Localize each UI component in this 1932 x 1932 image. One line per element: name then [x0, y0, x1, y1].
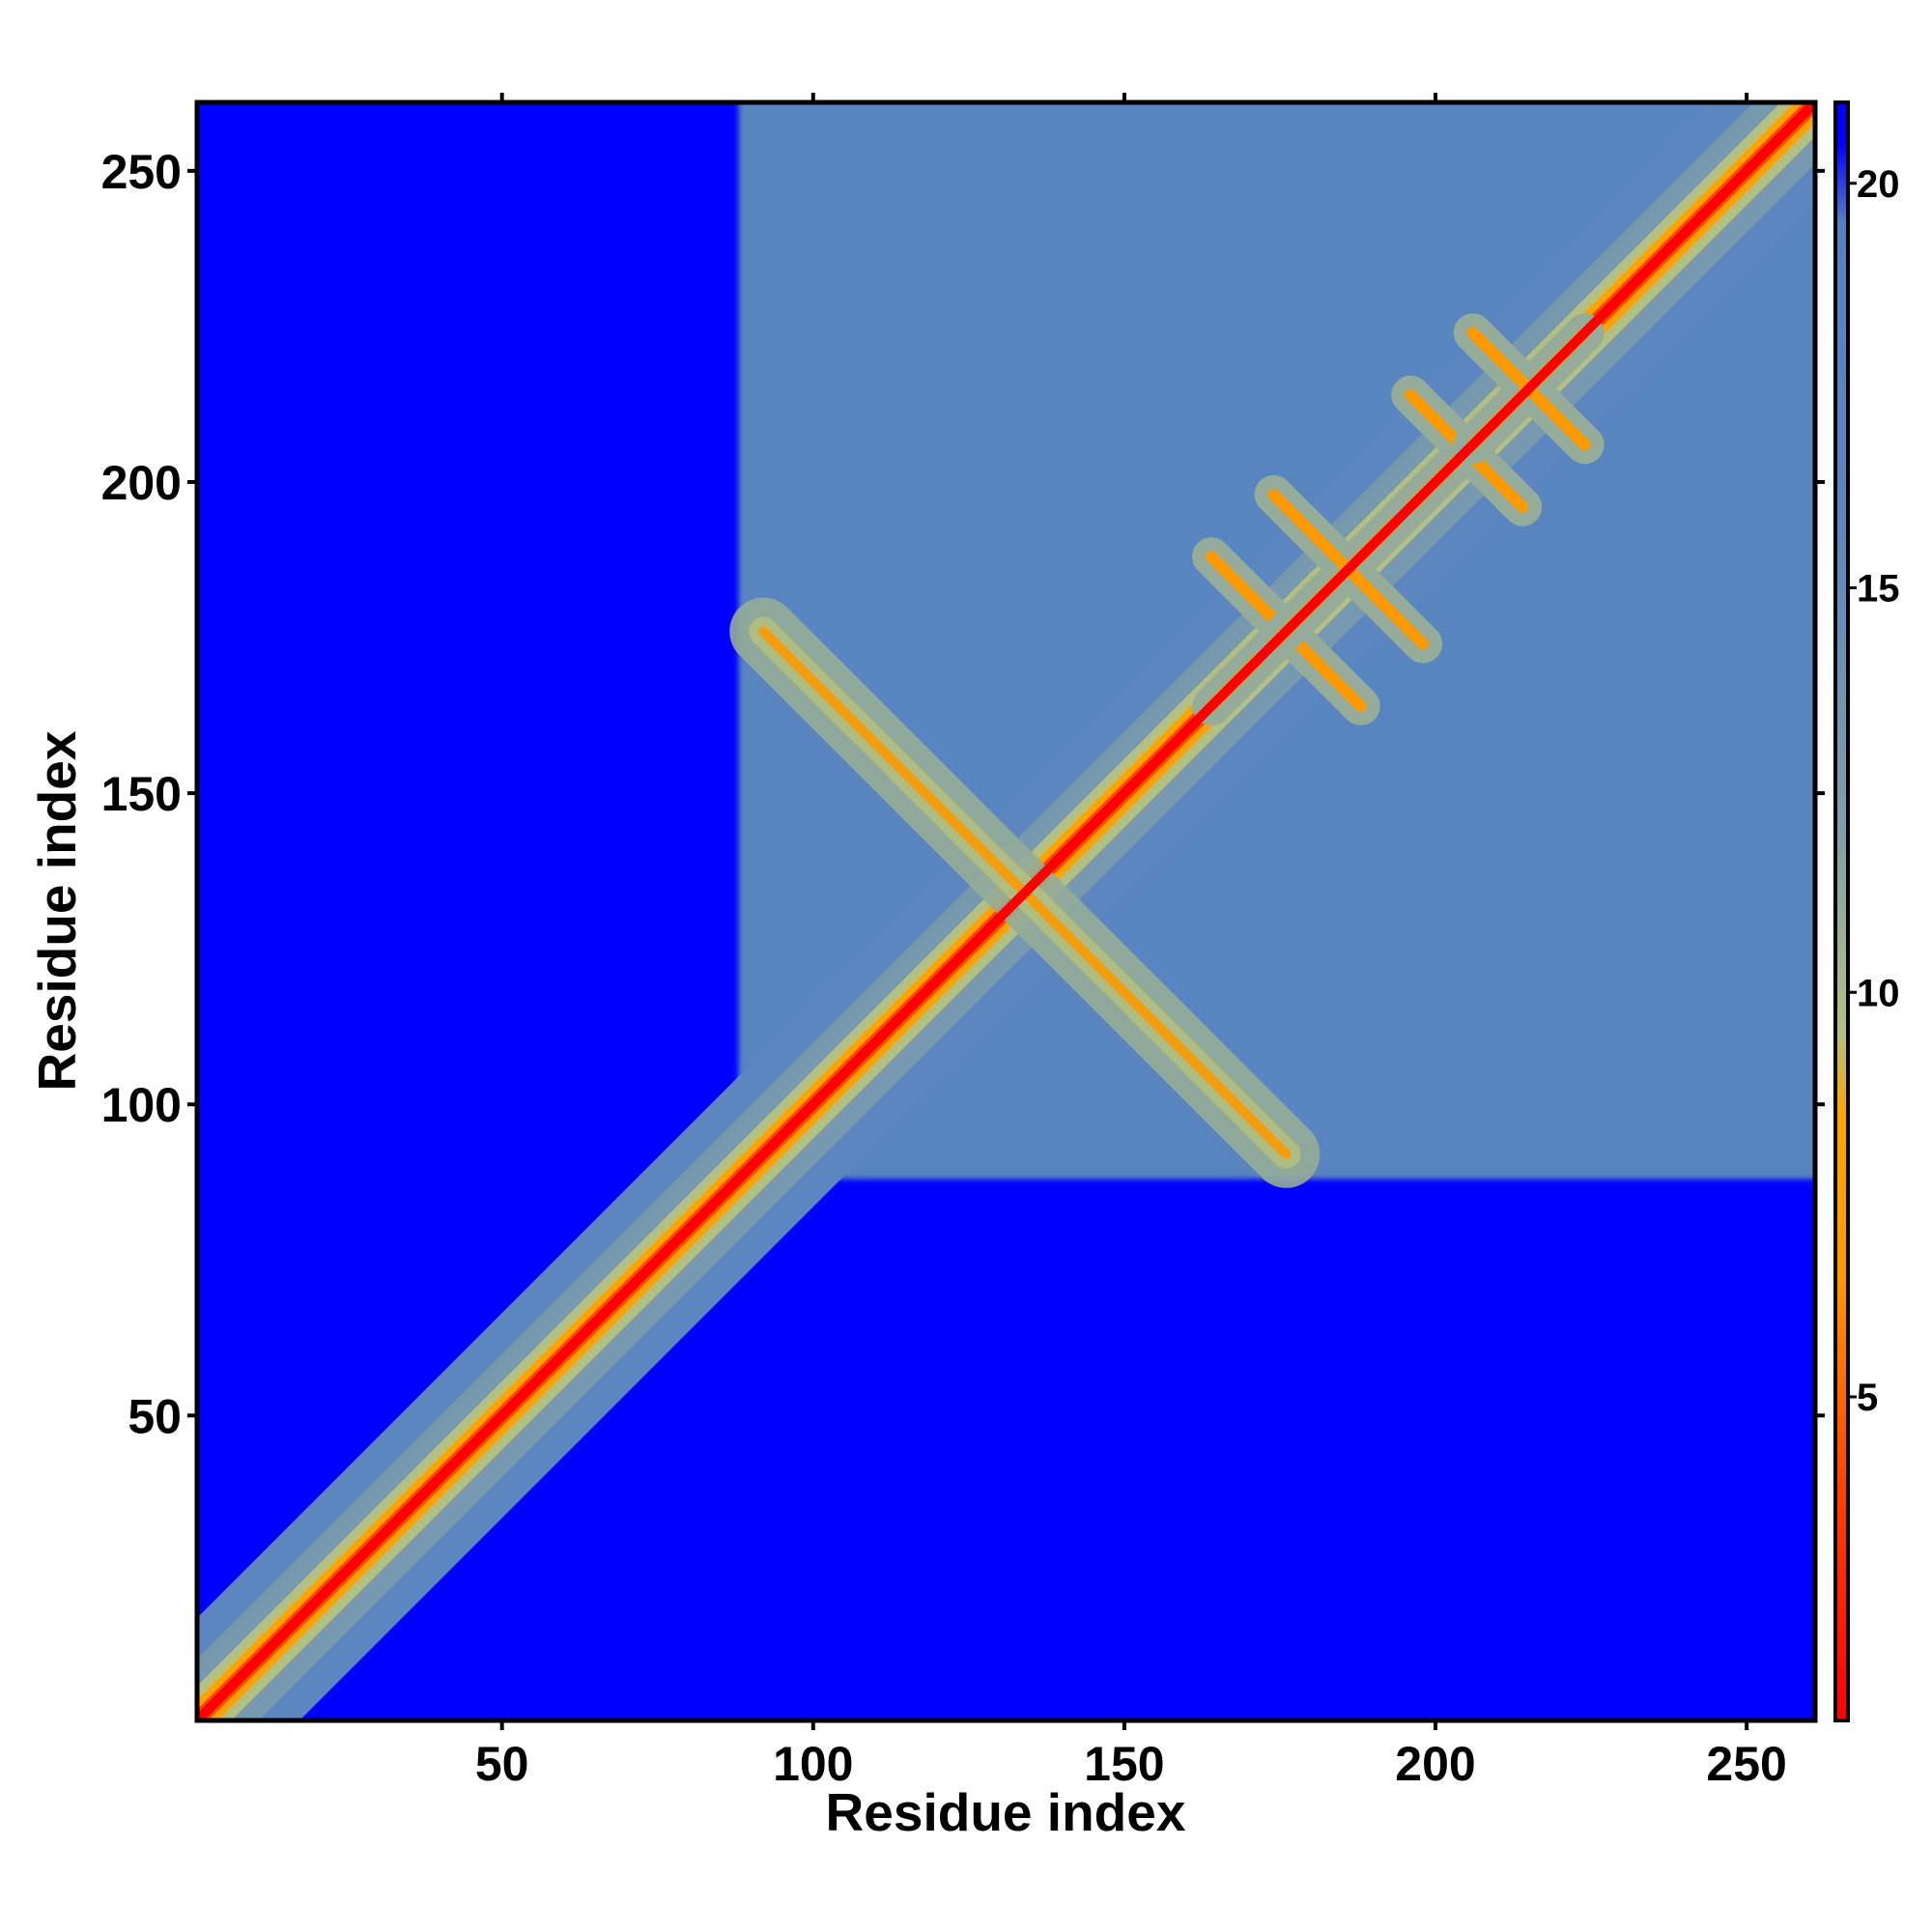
- y-tick-label: 50: [128, 1389, 182, 1443]
- x-tick-label: 200: [1395, 1737, 1475, 1791]
- plot-frame: [194, 99, 1818, 1723]
- colorbar-ticks: 5 10 15 20: [1848, 163, 1900, 1419]
- x-tick-label: 50: [475, 1737, 529, 1791]
- colorbar-tick-label: 15: [1857, 568, 1900, 611]
- colorbar: 5 10 15 20: [1833, 100, 1900, 1722]
- diagonal-core: [197, 102, 1815, 1720]
- colorbar-tick-label: 5: [1857, 1377, 1878, 1419]
- x-tick-label: 150: [1084, 1737, 1164, 1791]
- y-axis: 50 100 150 200 250: [101, 145, 1825, 1443]
- colorbar-gradient: [1835, 102, 1848, 1720]
- colorbar-frame: [1833, 100, 1850, 1722]
- y-tick-label: 200: [101, 456, 182, 510]
- y-tick-label: 150: [101, 767, 182, 821]
- plot-area: [194, 99, 1818, 1723]
- y-axis-label: Residue index: [27, 730, 87, 1091]
- heatmap-cells: [197, 102, 1815, 1720]
- colorbar-tick-label: 20: [1857, 163, 1900, 206]
- x-axis: 50 100 150 200 250: [475, 93, 1787, 1791]
- y-tick-label: 100: [101, 1078, 182, 1132]
- x-axis-label: Residue index: [826, 1782, 1186, 1842]
- x-tick-label: 250: [1706, 1737, 1786, 1791]
- x-tick-label: 100: [773, 1737, 853, 1791]
- y-tick-label: 250: [101, 145, 182, 199]
- colorbar-tick-label: 10: [1857, 972, 1900, 1014]
